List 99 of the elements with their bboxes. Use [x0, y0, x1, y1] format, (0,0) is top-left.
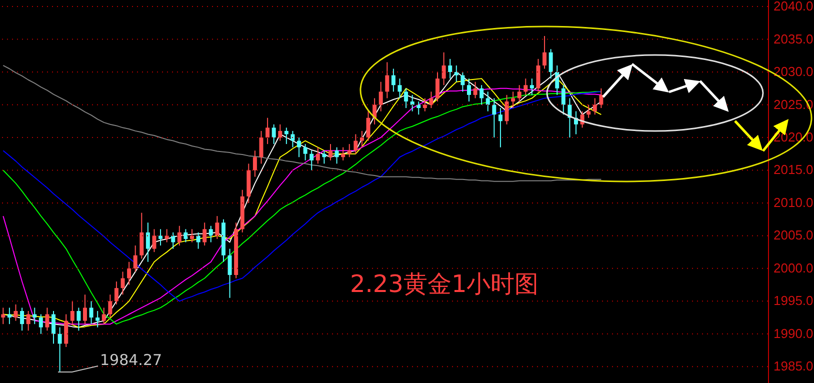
candlestick: [82, 294, 87, 325]
candlestick: [542, 36, 547, 70]
candlestick: [385, 62, 390, 99]
candlestick: [316, 146, 320, 164]
candlestick: [102, 307, 106, 325]
candlestick: [328, 144, 332, 161]
candlestick: [284, 127, 288, 145]
candlestick: [586, 104, 591, 118]
candlestick: [171, 232, 176, 250]
candlestick: [127, 261, 132, 286]
candlestick: [366, 110, 370, 142]
candlestick: [133, 245, 138, 272]
candlestick: [536, 58, 540, 92]
candlestick: [404, 88, 408, 109]
candlestick: [177, 225, 182, 246]
candlestick: [26, 310, 30, 332]
candlestick: [114, 281, 118, 305]
candlestick: [20, 307, 24, 332]
candlestick: [290, 130, 295, 148]
candlestick: [492, 98, 496, 138]
candlestick: [52, 310, 56, 344]
candlestick: [504, 94, 509, 125]
text: 2.23黄金1小时图: [350, 270, 539, 298]
candlestick: [530, 78, 534, 96]
candlestick: [184, 228, 188, 243]
candlestick: [252, 150, 257, 178]
candlestick: [592, 98, 597, 116]
candlestick: [410, 94, 414, 112]
candlestick: [190, 228, 194, 243]
candlestick: [266, 117, 270, 145]
candlestick: [158, 228, 163, 246]
candlestick: [460, 72, 465, 92]
candlestick: [454, 64, 458, 82]
candlestick: [146, 222, 150, 262]
candlestick: [429, 91, 434, 109]
candlestick: [448, 58, 452, 80]
candlestick: [378, 81, 383, 112]
candlestick: [354, 134, 358, 154]
y-tick-label: 1990.0: [774, 326, 814, 341]
candlestick: [422, 98, 427, 112]
candlestick: [215, 216, 220, 240]
candlestick: [473, 81, 478, 99]
candlestick: [196, 232, 200, 250]
y-tick-label: 1985.0: [774, 358, 814, 374]
candlestick: [436, 72, 440, 102]
y-tick-label: 1995.0: [774, 293, 814, 308]
candlestick: [259, 130, 264, 164]
candlestick: [96, 310, 100, 328]
candlestick: [297, 136, 302, 158]
candlestick: [303, 144, 308, 161]
candlestick: [108, 294, 112, 318]
candlestick: [341, 146, 346, 161]
candlestick: [272, 124, 276, 145]
candlestick: [334, 146, 339, 164]
candlestick: [511, 91, 516, 109]
candlestick: [548, 48, 553, 80]
candlestick: [498, 108, 502, 148]
candlestick: [517, 84, 522, 102]
candlestick: [228, 248, 232, 298]
y-tick-label: 2005.0: [774, 228, 814, 243]
y-tick-label: 2010.0: [774, 194, 814, 210]
candlestick: [58, 326, 62, 372]
candlestick: [120, 271, 125, 296]
candlestick: [45, 307, 50, 332]
annotation: 1984.27: [100, 351, 162, 369]
candlestick: [38, 314, 43, 334]
candlestick: [164, 228, 169, 243]
y-tick-label: 2030.0: [774, 64, 814, 80]
candlestick: [561, 84, 566, 116]
candlestick: [70, 300, 74, 325]
y-tick-label: 2040.0: [774, 0, 814, 14]
candlestick: [391, 68, 396, 92]
line-series: [2, 64, 602, 182]
y-tick-label: 2000.0: [774, 260, 814, 276]
candlestick: [32, 307, 37, 325]
candlestick: [278, 124, 282, 142]
candlestick: [322, 150, 326, 164]
candlestick: [480, 84, 484, 106]
y-tick-label: 2035.0: [774, 31, 814, 46]
candlestick: [442, 52, 446, 86]
y-tick-label: 2015.0: [774, 162, 814, 178]
candlestick: [398, 78, 402, 99]
candlestick: [152, 228, 156, 253]
candlestick: [89, 300, 94, 325]
candlestick: [1, 307, 6, 325]
candlestick: [208, 225, 213, 243]
candlestick: [360, 130, 364, 148]
candlestick: [140, 212, 144, 260]
candlestick: [64, 314, 68, 348]
candlestick: [202, 222, 207, 246]
candlestick: [310, 150, 314, 171]
candlestick: [14, 304, 18, 322]
candlestick: [466, 78, 471, 102]
candlestick: [347, 144, 352, 158]
candlestick: [599, 88, 604, 109]
candlestick: [7, 307, 12, 325]
candlestick: [76, 307, 81, 332]
candlestick: [524, 78, 528, 96]
candlestick: [486, 91, 490, 112]
